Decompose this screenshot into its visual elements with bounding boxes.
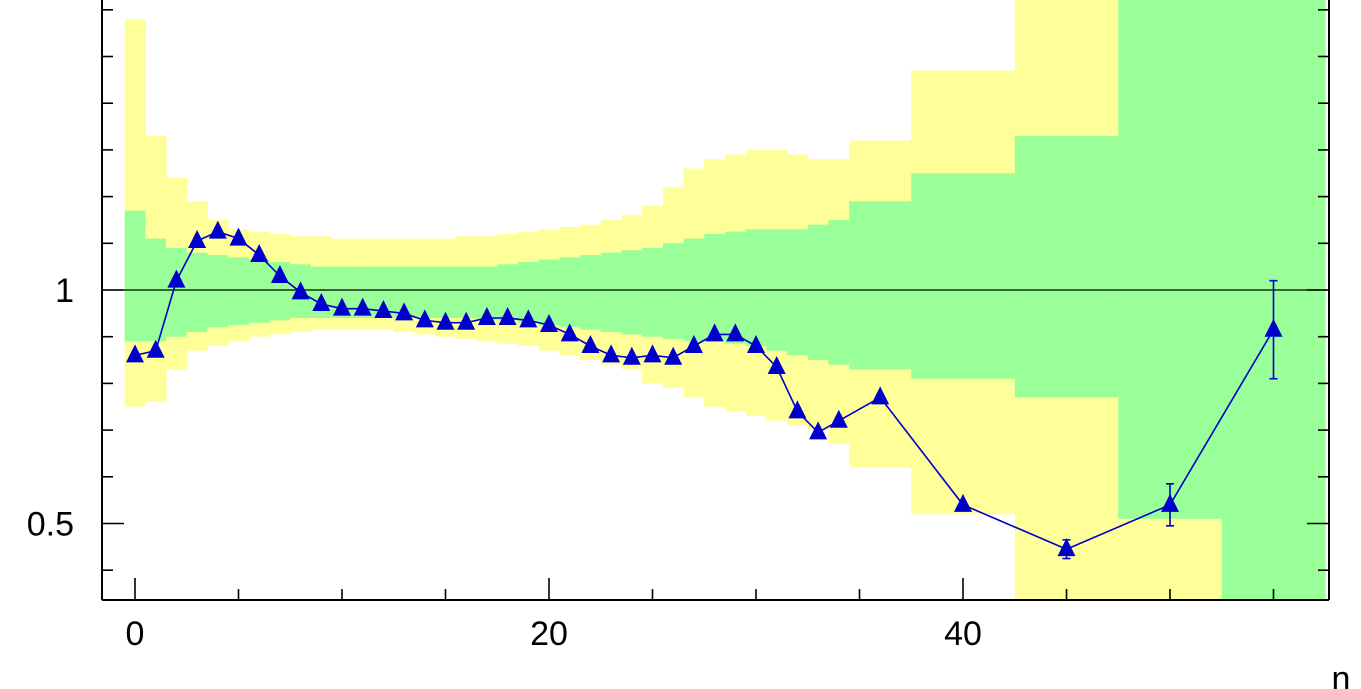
inner-band-bin — [414, 266, 436, 319]
data-point-marker — [477, 307, 496, 326]
inner-band-bin — [787, 229, 809, 356]
series-line — [134, 230, 1275, 551]
inner-band-bin — [745, 229, 767, 347]
inner-band-bin — [538, 259, 560, 326]
y-tick-label: 1 — [55, 272, 74, 310]
data-point-marker — [208, 220, 227, 239]
inner-band-bin — [642, 247, 664, 337]
inner-band-bin — [393, 266, 415, 319]
x-axis-label: n — [1332, 660, 1351, 689]
data-point-marker — [767, 356, 786, 375]
inner-band-bin — [476, 266, 498, 321]
data-point-marker — [188, 229, 207, 248]
inner-band-bin — [1118, 0, 1223, 519]
x-tick-label: 20 — [530, 615, 568, 653]
data-point-marker — [809, 421, 828, 440]
inner-band-bin — [704, 233, 726, 342]
data-point-marker — [747, 335, 765, 354]
data-point-marker — [1057, 538, 1076, 557]
data-point-marker — [643, 344, 662, 363]
data-point-marker — [540, 314, 558, 333]
data-point-marker — [705, 323, 724, 342]
data-point-marker — [602, 344, 621, 363]
data-point-marker — [1161, 493, 1179, 512]
inner-band-bin — [559, 257, 581, 328]
data-point-marker — [954, 493, 972, 512]
inner-band-bin — [352, 266, 374, 319]
inner-band-bin — [497, 264, 519, 321]
data-point-marker — [250, 243, 269, 262]
inner-band-bin — [373, 266, 395, 319]
data-point-marker — [519, 309, 538, 328]
data-point-marker — [664, 346, 683, 365]
inner-band-bin — [248, 259, 271, 323]
series-layer — [126, 220, 1283, 560]
inner-band-bin — [207, 254, 229, 328]
inner-band-bin — [1014, 135, 1119, 398]
inner-band-bin — [849, 201, 912, 370]
data-point-marker — [126, 344, 144, 363]
data-point-marker — [146, 339, 165, 358]
inner-band-bin — [724, 231, 747, 344]
data-point-marker — [374, 300, 393, 319]
data-point-marker — [415, 309, 434, 328]
x-tick-label: 0 — [126, 615, 145, 653]
inner-band-bin — [580, 254, 602, 330]
inner-band-bin — [435, 266, 457, 319]
data-point-marker — [291, 281, 310, 300]
data-point-marker — [581, 335, 600, 354]
inner-band-bin — [828, 219, 850, 365]
data-point-marker — [829, 409, 848, 428]
inner-band-bin — [124, 210, 146, 342]
data-point-marker — [1264, 318, 1283, 337]
data-point-marker — [353, 297, 372, 316]
data-point-marker — [333, 297, 351, 316]
y-tick-label: 0.5 — [27, 506, 74, 544]
uncertainty-bands — [124, 0, 1326, 600]
data-point-marker — [726, 323, 745, 342]
inner-band-bin — [455, 266, 478, 319]
plot-frame — [101, 0, 1330, 601]
inner-band-bin — [228, 257, 250, 326]
data-point-marker — [312, 293, 331, 312]
data-point-marker — [684, 335, 703, 354]
data-point-marker — [229, 227, 248, 246]
data-point-marker — [270, 264, 289, 283]
axis-ticks — [102, 9, 1329, 600]
inner-band-bin — [517, 261, 540, 323]
data-point-marker — [498, 307, 517, 326]
inner-band-bin — [166, 247, 188, 337]
data-point-marker — [788, 400, 807, 419]
inner-band-bin — [911, 173, 1016, 379]
inner-band-bin — [186, 252, 208, 333]
data-point-marker — [167, 269, 186, 288]
data-point-marker — [871, 386, 890, 405]
data-point-marker — [395, 302, 414, 321]
inner-band-bin — [662, 243, 685, 340]
data-point-marker — [622, 346, 641, 365]
data-point-marker — [560, 323, 579, 342]
x-tick-label: 40 — [944, 615, 982, 653]
inner-band-bin — [807, 224, 829, 361]
inner-band-bin — [331, 266, 353, 319]
inner-band-bin — [600, 252, 622, 333]
data-point-marker — [457, 311, 476, 330]
data-point-marker — [436, 311, 455, 330]
inner-band-bin — [621, 250, 643, 335]
